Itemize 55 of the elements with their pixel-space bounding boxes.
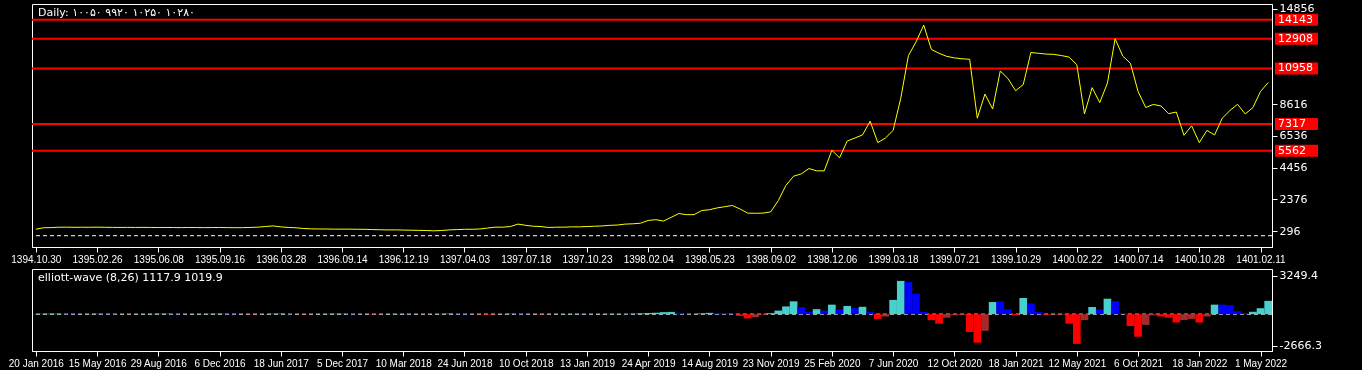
x-tick-label: 1396.12.19: [378, 253, 430, 265]
ref-line-label: 5562: [1278, 143, 1306, 157]
x-tick-label: 13 Jan 2019: [559, 357, 616, 369]
y-tick-label: 6536: [1279, 129, 1308, 143]
x-tick-label: 1397.10.23: [562, 253, 613, 265]
x-tick-label: 1399.10.29: [991, 253, 1042, 265]
x-tick-label: 1395.02.26: [72, 253, 124, 265]
y-tick-label: -2666.3: [1279, 339, 1322, 353]
x-tick-label: 23 Nov 2019: [742, 357, 800, 369]
ref-line-label: 10958: [1278, 61, 1313, 75]
x-tick-label: 12 May 2021: [1048, 357, 1107, 369]
x-tick-label: 1398.05.23: [684, 253, 736, 265]
x-tick-label: 15 May 2016: [68, 357, 127, 369]
x-tick-label: 1396.09.14: [317, 253, 368, 265]
x-tick-label: 1397.07.18: [501, 253, 552, 265]
x-tick-label: 6 Oct 2021: [1114, 357, 1164, 369]
x-tick-label: 1398.09.02: [746, 253, 797, 265]
x-tick-label: 29 Aug 2016: [130, 357, 188, 369]
x-tick-label: 1401.02.11: [1236, 253, 1287, 265]
x-tick-label: 1 May 2022: [1234, 357, 1288, 369]
x-tick-label: 1394.10.30: [11, 253, 62, 265]
x-tick-label: 1398.02.04: [623, 253, 675, 265]
x-tick-label: 24 Jun 2018: [437, 357, 493, 369]
x-tick-label: 18 Jun 2017: [253, 357, 310, 369]
x-tick-label: 10 Mar 2018: [375, 357, 433, 369]
y-tick-label: 8616: [1279, 97, 1308, 111]
x-tick-label: 1399.03.18: [868, 253, 920, 265]
x-tick-label: 5 Dec 2017: [316, 357, 369, 369]
x-tick-label: 1397.04.03: [439, 253, 491, 265]
y-tick-label: 2376: [1279, 192, 1308, 206]
x-tick-label: 24 Apr 2019: [621, 357, 677, 369]
y-tick-label: 296: [1279, 224, 1301, 238]
x-tick-label: 20 Jan 2016: [8, 357, 65, 369]
ref-line-label: 12908: [1278, 31, 1313, 45]
x-tick-label: 6 Dec 2016: [194, 357, 247, 369]
x-tick-label: 1399.07.21: [929, 253, 981, 265]
x-tick-label: 1400.10.28: [1174, 253, 1226, 265]
x-tick-label: 1395.09.16: [195, 253, 246, 265]
x-tick-label: 1395.06.08: [133, 253, 185, 265]
x-tick-label: 18 Jan 2022: [1172, 357, 1228, 369]
y-tick-label: 3249.4: [1279, 269, 1318, 283]
x-tick-label: 1398.12.06: [807, 253, 858, 265]
x-tick-label: 12 Oct 2020: [927, 357, 983, 369]
ref-line-label: 7317: [1278, 117, 1306, 131]
chart-title: Daily: ۱۰۰۵۰ ۹۹۲۰ ۱۰۲۵۰ ۱۰۲۸۰: [38, 6, 195, 19]
x-tick-label: 1400.02.22: [1052, 253, 1103, 265]
x-tick-label: 10 Oct 2018: [498, 357, 554, 369]
x-tick-label: 1400.07.14: [1113, 253, 1165, 265]
x-tick-label: 7 Jun 2020: [868, 357, 919, 369]
x-tick-label: 25 Feb 2020: [804, 357, 861, 369]
x-tick-label: 18 Jan 2021: [988, 357, 1045, 369]
x-tick-label: 14 Aug 2019: [681, 357, 739, 369]
chart-title: elliott-wave (8,26) 1117.9 1019.9: [38, 271, 223, 284]
x-tick-label: 1396.03.28: [256, 253, 307, 265]
y-tick-label: 4456: [1279, 161, 1308, 175]
